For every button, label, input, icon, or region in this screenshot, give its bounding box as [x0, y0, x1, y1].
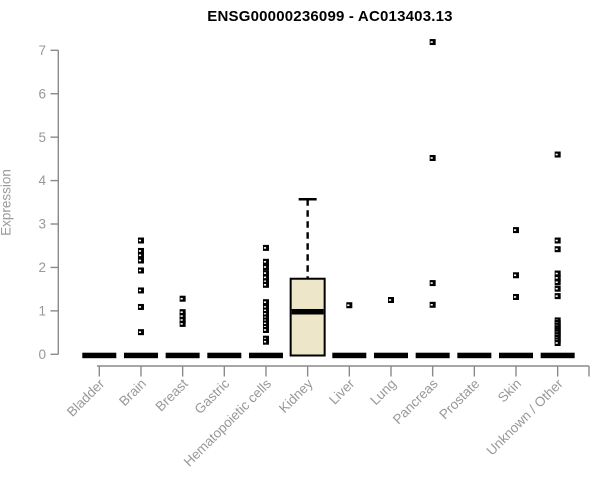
zero-box-pancreas [415, 352, 450, 359]
x-tick-label-skin: Skin [495, 376, 524, 405]
box-kidney [289, 277, 326, 357]
x-tick-label-gastric: Gastric [192, 376, 233, 417]
zero-box-hematopoietic-cells [248, 352, 283, 359]
outlier-point-notch [430, 157, 433, 159]
x-tick-label-bladder: Bladder [64, 376, 108, 420]
outlier-point-notch [263, 309, 267, 312]
outlier-point-notch [513, 229, 517, 231]
y-tick-label: 1 [38, 303, 46, 318]
outlier-point-notch [555, 277, 558, 279]
outlier-point-notch [555, 342, 558, 344]
outlier-point-notch [138, 250, 142, 252]
x-tick-label-lung: Lung [367, 376, 399, 408]
outlier-point-notch [263, 260, 267, 263]
x-tick-label-unknown-other: Unknown / Other [484, 376, 567, 459]
zero-box-lung [373, 352, 408, 359]
x-tick-label-breast: Breast [153, 376, 191, 414]
y-tick-label: 3 [38, 217, 46, 232]
median-kidney [291, 308, 324, 315]
outlier-point-notch [513, 274, 517, 277]
outlier-point-notch [430, 41, 433, 43]
outlier-point-notch [180, 311, 183, 313]
outlier-point-notch [555, 239, 558, 242]
chart-title: ENSG00000236099 - AC013403.13 [207, 8, 453, 25]
outlier-point-notch [263, 306, 267, 308]
outlier-point-notch [555, 153, 558, 156]
outlier-point-notch [263, 329, 267, 331]
outlier-point-notch [555, 281, 558, 284]
outlier-point-notch [263, 280, 267, 283]
outlier-point-notch [138, 306, 142, 308]
outlier-point-notch [138, 239, 142, 242]
outlier-point-notch [555, 295, 558, 297]
zero-box-breast [165, 352, 200, 359]
y-tick-label: 0 [38, 347, 46, 362]
outlier-point-notch [555, 287, 558, 290]
x-tick-label-prostate: Prostate [436, 376, 482, 422]
outlier-point-notch [347, 304, 350, 307]
outlier-point-notch [263, 340, 267, 343]
zero-box-gastric [207, 352, 242, 359]
outlier-point-notch [263, 337, 267, 340]
outlier-point-notch [555, 272, 558, 275]
outlier-point-notch [263, 284, 267, 286]
outlier-point-notch [513, 296, 517, 298]
y-tick-label: 5 [38, 130, 46, 145]
outlier-point-notch [180, 297, 183, 300]
y-tick-label: 4 [38, 173, 46, 188]
outlier-point-notch [180, 319, 183, 321]
outlier-point-notch [263, 276, 267, 279]
outlier-point-notch [138, 259, 142, 262]
outlier-point-notch [263, 272, 267, 274]
outlier-point-notch [263, 266, 267, 268]
outlier-point-notch [388, 299, 392, 301]
x-tick-label-brain: Brain [116, 376, 149, 409]
outlier-point-notch [430, 282, 433, 284]
x-tick-label-pancreas: Pancreas [390, 376, 441, 427]
outlier-point-notch [263, 301, 267, 303]
zero-box-brain [123, 352, 158, 359]
y-tick-label: 2 [38, 260, 46, 275]
outlier-point-notch [138, 331, 142, 333]
zero-box-prostate [457, 352, 492, 359]
zero-box-liver [332, 352, 367, 359]
outlier-point-notch [263, 316, 267, 319]
outlier-point-notch [263, 326, 267, 328]
zero-box-unknown-other [540, 352, 575, 359]
outlier-point-notch [263, 319, 267, 322]
outlier-point-notch [180, 323, 183, 325]
outlier-point-notch [430, 303, 433, 306]
outlier-point-notch [263, 247, 267, 249]
y-tick-label: 7 [38, 43, 46, 58]
x-tick-label-kidney: Kidney [276, 376, 316, 416]
outlier-point-notch [138, 269, 142, 272]
x-tick-label-liver: Liver [326, 376, 358, 408]
outlier-point-notch [138, 289, 142, 292]
zero-box-skin [499, 352, 533, 359]
outlier-point-notch [180, 315, 183, 317]
outlier-point-notch [263, 322, 267, 325]
zero-box-bladder [82, 352, 117, 359]
outlier-point-notch [555, 248, 558, 251]
outlier-point-notch [263, 313, 267, 315]
outlier-point-notch [138, 254, 142, 257]
y-tick-label: 6 [38, 86, 46, 101]
